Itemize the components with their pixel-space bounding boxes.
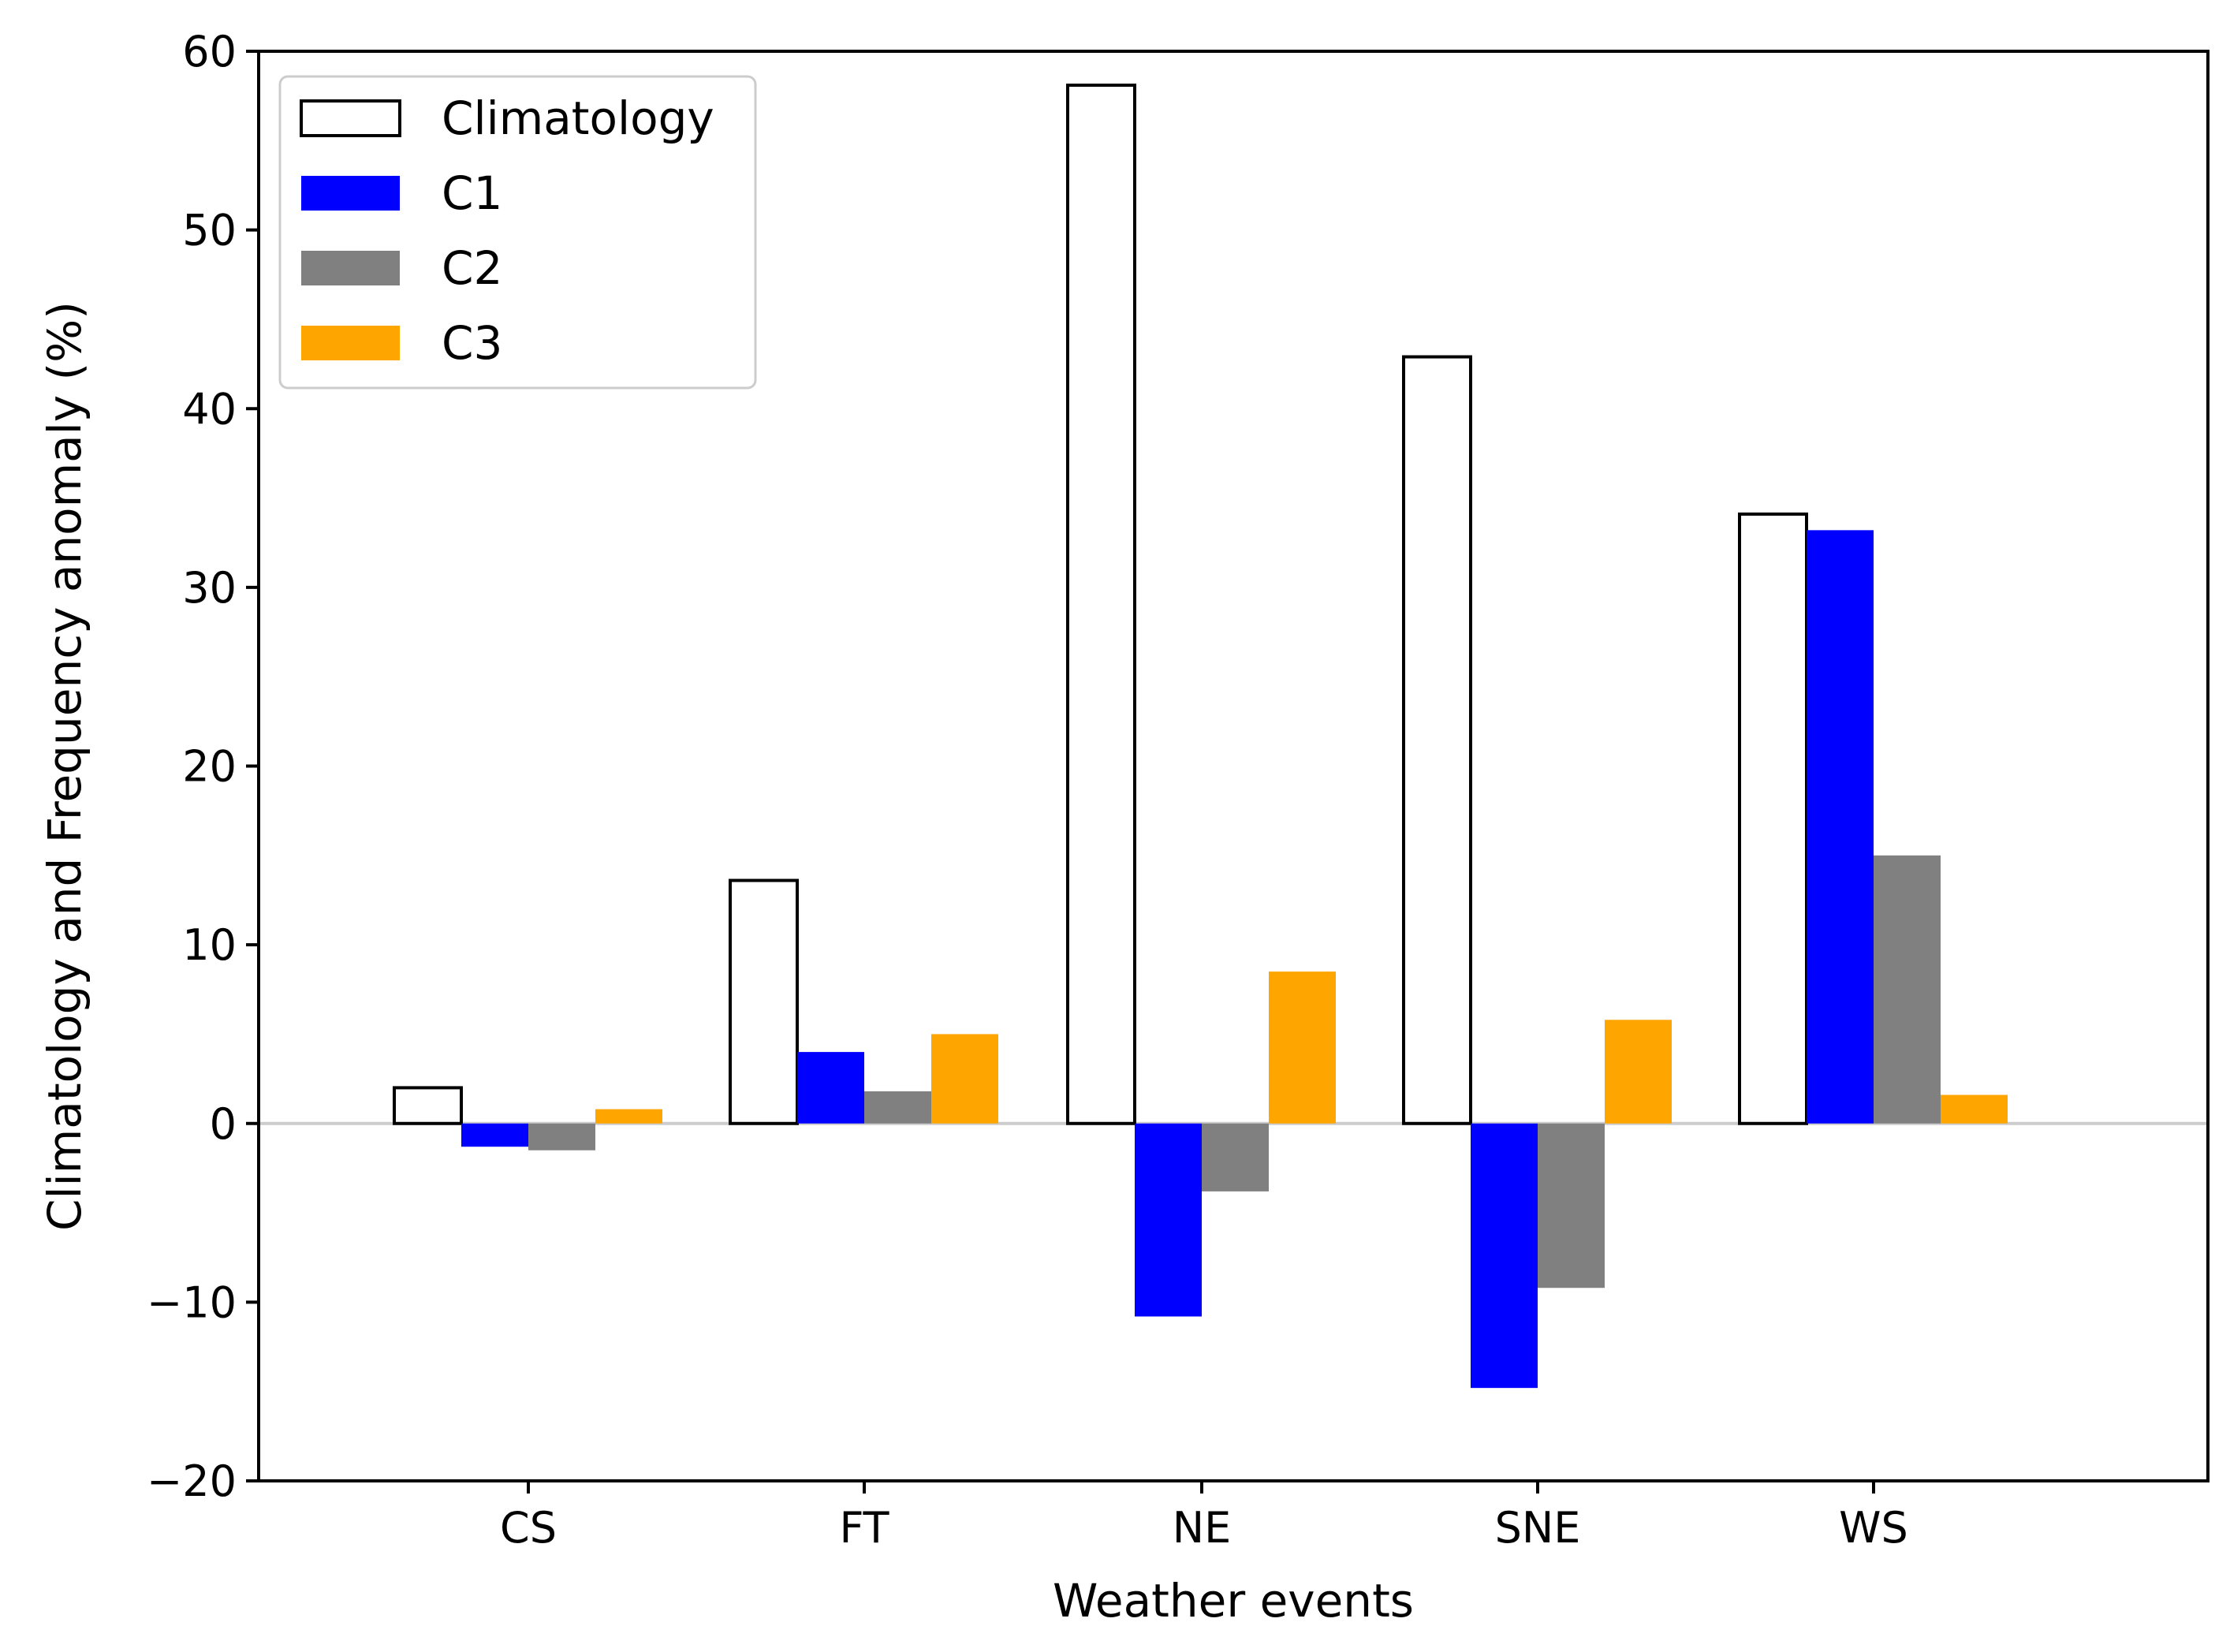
- bar-c3-ne: [1269, 971, 1336, 1124]
- x-tick-label: NE: [1173, 1503, 1232, 1553]
- bar-climatology-ft: [729, 878, 799, 1125]
- bar-c1-ws: [1807, 530, 1874, 1124]
- y-tick-label: 10: [182, 920, 237, 970]
- bar-c2-sne: [1538, 1123, 1605, 1288]
- bar-c1-cs: [461, 1123, 528, 1147]
- y-tick-label: 30: [182, 563, 237, 613]
- y-tick-label: 0: [210, 1099, 237, 1149]
- y-tick-label: 20: [182, 742, 237, 792]
- bar-c1-ne: [1135, 1123, 1202, 1317]
- bar-c1-ft: [797, 1052, 864, 1124]
- legend-swatch-c3: [301, 326, 400, 360]
- bar-climatology-ws: [1738, 512, 1808, 1125]
- bar-c2-ne: [1202, 1123, 1269, 1191]
- y-axis-title: Climatology and Frequency anomaly (%): [38, 301, 91, 1231]
- legend-label-c1: C1: [442, 166, 502, 220]
- y-tick-label: 40: [182, 384, 237, 434]
- bar-c3-ws: [1941, 1094, 2008, 1124]
- y-tick-label: −10: [147, 1277, 237, 1327]
- y-tick-label: −20: [147, 1456, 237, 1506]
- legend: Climatology C1 C2 C3: [278, 75, 757, 390]
- legend-swatch-climatology: [300, 99, 401, 137]
- x-axis-title: Weather events: [1053, 1574, 1414, 1628]
- bar-climatology-cs: [393, 1086, 463, 1125]
- legend-label-c2: C2: [442, 241, 502, 295]
- x-tick-label: SNE: [1495, 1503, 1581, 1553]
- bar-c2-cs: [528, 1123, 595, 1150]
- bar-c2-ws: [1874, 855, 1941, 1124]
- legend-swatch-c1: [301, 176, 400, 211]
- bar-climatology-ne: [1066, 84, 1136, 1125]
- y-tick-label: 60: [182, 27, 237, 76]
- legend-label-c3: C3: [442, 316, 502, 370]
- legend-swatch-c2: [301, 251, 400, 285]
- bar-climatology-sne: [1402, 355, 1472, 1125]
- bar-c3-sne: [1605, 1020, 1672, 1124]
- bar-c1-sne: [1471, 1123, 1538, 1389]
- bars-layer: [393, 84, 2008, 1389]
- bar-c3-ft: [931, 1034, 998, 1124]
- bar-c3-cs: [595, 1109, 662, 1124]
- x-tick-label: WS: [1839, 1503, 1908, 1553]
- legend-label-climatology: Climatology: [442, 91, 714, 145]
- x-tick-label: FT: [839, 1503, 889, 1553]
- y-tick-label: 50: [182, 206, 237, 255]
- x-tick-label: CS: [500, 1503, 557, 1553]
- bar-c2-ft: [864, 1091, 931, 1124]
- ticks-layer: −20 −10 0 10 20 30 40 50 60 CS FT NE SNE WS: [147, 27, 1908, 1553]
- legend-frame: [278, 75, 757, 390]
